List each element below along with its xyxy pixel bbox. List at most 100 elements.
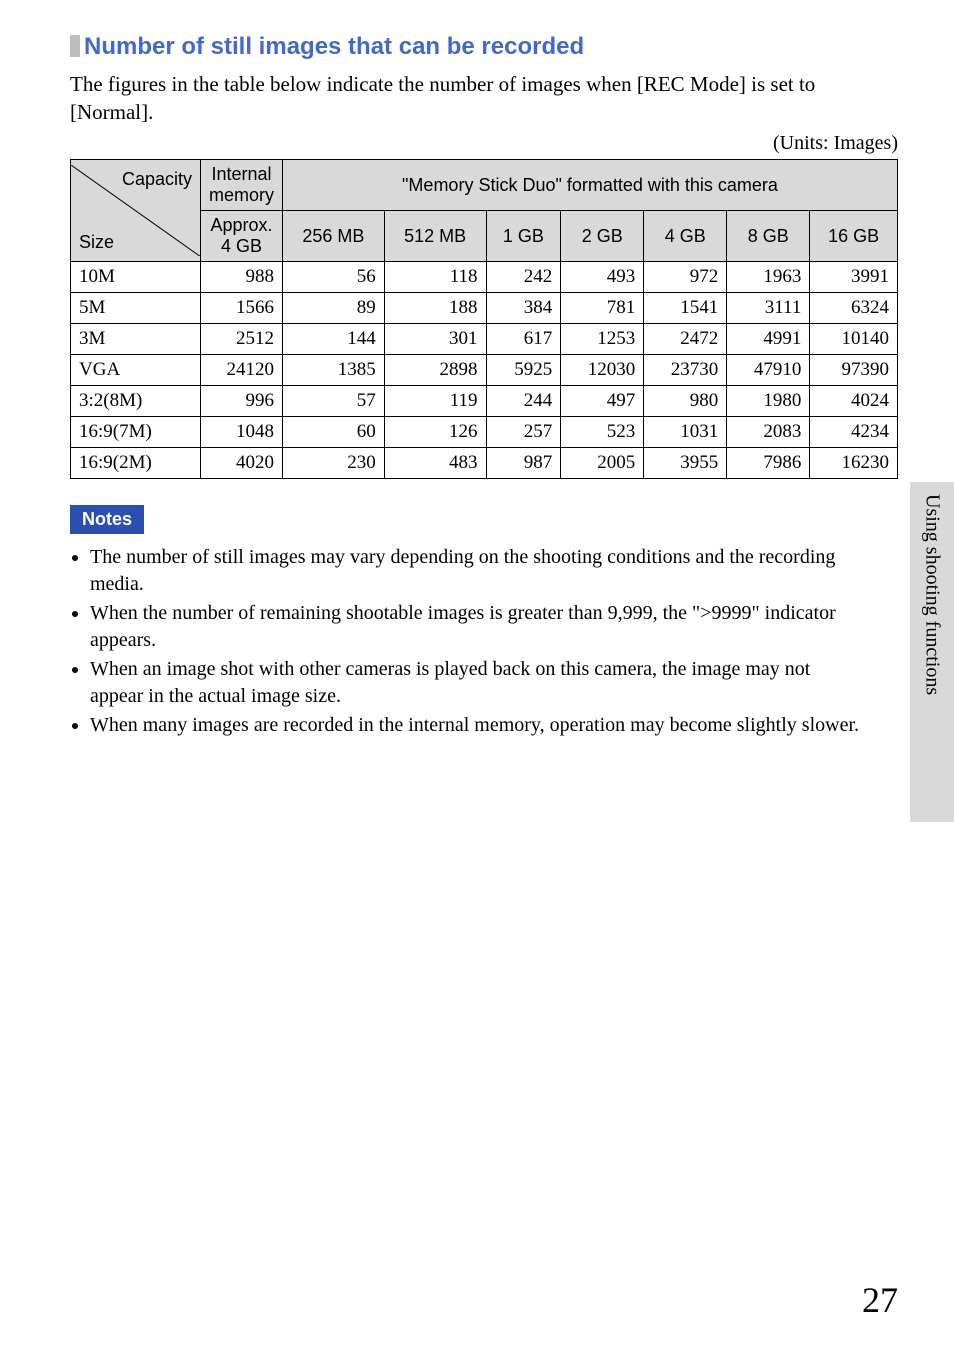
cell-value: 987 [486,448,561,479]
row-label: 3M [71,324,201,355]
cell-value: 97390 [810,355,898,386]
corner-label-size: Size [79,232,114,253]
table-body: 10M98856118242493972196339915M1566891883… [71,262,898,479]
table-row: 5M156689188384781154131116324 [71,293,898,324]
cell-value: 384 [486,293,561,324]
cell-value: 980 [644,386,727,417]
table-corner-cell: Capacity Size [71,160,201,262]
cell-value: 2898 [384,355,486,386]
table-row: 16:9(2M)402023048398720053955798616230 [71,448,898,479]
header-internal-memory: Internal memory [201,160,283,211]
cell-value: 57 [283,386,385,417]
col-256mb: 256 MB [283,211,385,262]
table-row: 16:9(7M)104860126257523103120834234 [71,417,898,448]
cell-value: 23730 [644,355,727,386]
row-label: 10M [71,262,201,293]
cell-internal: 4020 [201,448,283,479]
cell-value: 4991 [727,324,810,355]
cell-value: 244 [486,386,561,417]
cell-value: 1980 [727,386,810,417]
col-8gb: 8 GB [727,211,810,262]
cell-internal: 24120 [201,355,283,386]
table-row: VGA2412013852898592512030237304791097390 [71,355,898,386]
cell-value: 3991 [810,262,898,293]
cell-value: 89 [283,293,385,324]
cell-internal: 988 [201,262,283,293]
section-title: Number of still images that can be recor… [70,32,898,62]
cell-value: 56 [283,262,385,293]
cell-value: 483 [384,448,486,479]
cell-value: 4234 [810,417,898,448]
cell-value: 2083 [727,417,810,448]
cell-value: 7986 [727,448,810,479]
cell-value: 1253 [561,324,644,355]
row-label: 16:9(2M) [71,448,201,479]
notes-list: The number of still images may vary depe… [70,544,898,739]
section-marker-icon [70,35,80,57]
cell-value: 972 [644,262,727,293]
cell-value: 2005 [561,448,644,479]
note-item: When many images are recorded in the int… [90,712,898,739]
page-number: 27 [862,1279,898,1321]
table-row: 3M251214430161712532472499110140 [71,324,898,355]
cell-value: 119 [384,386,486,417]
cell-value: 1963 [727,262,810,293]
cell-value: 781 [561,293,644,324]
cell-value: 16230 [810,448,898,479]
units-label: (Units: Images) [70,132,898,155]
cell-value: 257 [486,417,561,448]
cell-value: 3111 [727,293,810,324]
cell-value: 1541 [644,293,727,324]
cell-value: 1031 [644,417,727,448]
notes-badge: Notes [70,505,144,534]
side-tab-label: Using shooting functions [921,494,944,695]
col-512mb: 512 MB [384,211,486,262]
cell-value: 497 [561,386,644,417]
col-4gb: 4 GB [644,211,727,262]
cell-internal: 1048 [201,417,283,448]
cell-internal: 2512 [201,324,283,355]
cell-value: 188 [384,293,486,324]
cell-value: 47910 [727,355,810,386]
side-tab: Using shooting functions [910,482,954,822]
cell-internal: 996 [201,386,283,417]
page: Number of still images that can be recor… [0,0,954,1357]
cell-value: 301 [384,324,486,355]
cell-value: 12030 [561,355,644,386]
cell-value: 1385 [283,355,385,386]
col-2gb: 2 GB [561,211,644,262]
cell-value: 617 [486,324,561,355]
table-head: Capacity Size Internal memory "Memory St… [71,160,898,262]
row-label: 3:2(8M) [71,386,201,417]
col-1gb: 1 GB [486,211,561,262]
row-label: 5M [71,293,201,324]
col-16gb: 16 GB [810,211,898,262]
capacity-table: Capacity Size Internal memory "Memory St… [70,159,898,479]
cell-value: 6324 [810,293,898,324]
header-memory-stick: "Memory Stick Duo" formatted with this c… [283,160,898,211]
cell-value: 4024 [810,386,898,417]
row-label: VGA [71,355,201,386]
cell-value: 242 [486,262,561,293]
cell-value: 126 [384,417,486,448]
section-lead: The figures in the table below indicate … [70,70,898,127]
note-item: When the number of remaining shootable i… [90,600,898,654]
cell-value: 230 [283,448,385,479]
cell-value: 523 [561,417,644,448]
row-label: 16:9(7M) [71,417,201,448]
cell-value: 2472 [644,324,727,355]
cell-value: 60 [283,417,385,448]
cell-internal: 1566 [201,293,283,324]
cell-value: 5925 [486,355,561,386]
section-title-text: Number of still images that can be recor… [84,33,584,60]
cell-value: 10140 [810,324,898,355]
table-row: 3:2(8M)9965711924449798019804024 [71,386,898,417]
table-row: 10M9885611824249397219633991 [71,262,898,293]
note-item: The number of still images may vary depe… [90,544,898,598]
header-internal-approx: Approx. 4 GB [201,211,283,262]
cell-value: 3955 [644,448,727,479]
cell-value: 118 [384,262,486,293]
corner-label-capacity: Capacity [122,169,192,190]
cell-value: 144 [283,324,385,355]
cell-value: 493 [561,262,644,293]
